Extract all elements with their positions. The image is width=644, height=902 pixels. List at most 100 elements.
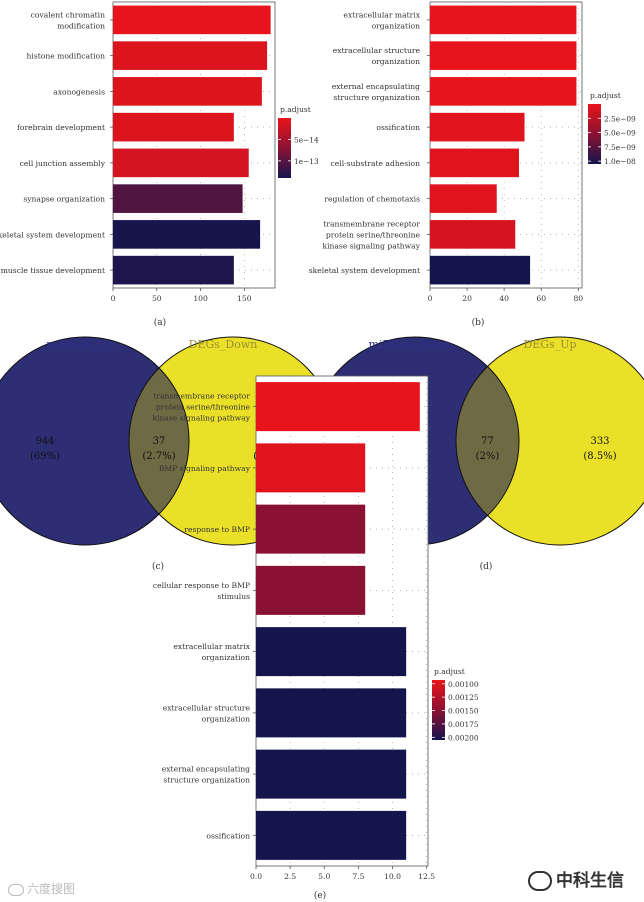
watermark-left-icon bbox=[8, 883, 24, 896]
y-tick-label-line: skeletal system development bbox=[0, 230, 105, 239]
y-tick-label-line: organization bbox=[202, 714, 250, 723]
legend-tick-label: 5e−14 bbox=[294, 135, 319, 144]
y-tick-label: response to BMP bbox=[184, 525, 250, 534]
venn-overlap-count: 37 bbox=[153, 436, 166, 447]
y-tick-label: transmembrane receptor protein serine/thr… bbox=[152, 392, 250, 423]
bar bbox=[430, 77, 577, 106]
bar bbox=[113, 184, 243, 213]
y-tick-label-line: histone modification bbox=[27, 52, 106, 61]
x-tick-label: 7.5 bbox=[352, 872, 364, 881]
y-tick-label: covalent chromatin modification bbox=[31, 10, 105, 30]
y-tick-label: forebrain development bbox=[17, 123, 105, 132]
venn-overlap-count: 77 bbox=[481, 436, 494, 447]
venn-set-left-name: miRNAs_Up bbox=[46, 338, 113, 351]
y-tick-label: ossification bbox=[376, 123, 420, 132]
y-tick-label: skeletal system development bbox=[309, 266, 420, 275]
x-tick-label: 80 bbox=[573, 294, 583, 303]
bar bbox=[430, 41, 577, 70]
x-tick-label: 0 bbox=[111, 294, 116, 303]
y-tick-label-line: skeletal system development bbox=[309, 266, 420, 275]
legend-tick-label: 1e−13 bbox=[294, 157, 319, 166]
bar bbox=[256, 382, 420, 432]
y-tick-label-line: cell-substrate adhesion bbox=[331, 159, 421, 168]
y-tick-label: synapse organization bbox=[23, 195, 105, 204]
watermark-left: 六度搜图 bbox=[8, 880, 75, 897]
y-tick-label: BMP signaling pathway bbox=[159, 464, 251, 473]
bar bbox=[256, 688, 407, 738]
y-tick-label-line: extracellular matrix bbox=[343, 10, 420, 19]
y-tick-label: extracellular matrix organization bbox=[343, 10, 420, 30]
bar bbox=[113, 148, 249, 178]
legend-title: p.adjust bbox=[434, 667, 465, 676]
venn-left-count: 944 bbox=[35, 436, 54, 447]
legend-tick-label: 0.00100 bbox=[448, 680, 479, 689]
x-tick-label: 12.5 bbox=[418, 872, 435, 881]
y-tick-label-line: muscle tissue development bbox=[1, 266, 105, 275]
bar bbox=[256, 749, 407, 799]
wechat-icon bbox=[528, 871, 552, 891]
panel-a-bar-chart: covalent chromatin modification histone mo… bbox=[0, 1, 319, 328]
bar bbox=[113, 5, 271, 35]
legend-colorbar bbox=[278, 118, 291, 178]
y-tick-label-line: organization bbox=[202, 653, 250, 662]
legend-colorbar bbox=[432, 680, 445, 740]
y-tick-label-line: extracellular structure bbox=[333, 46, 421, 55]
y-tick-label-line: kinase signaling pathway bbox=[152, 414, 250, 423]
panel-caption: (a) bbox=[154, 317, 166, 328]
bar bbox=[430, 112, 525, 142]
venn-set-right-name: DEGs_Down bbox=[189, 338, 258, 351]
y-tick-label-line: regulation of chemotaxis bbox=[324, 195, 420, 204]
bar bbox=[256, 443, 366, 493]
bar bbox=[430, 184, 497, 213]
y-tick-label: histone modification bbox=[27, 52, 106, 61]
y-tick-label-line: external encapsulating bbox=[162, 765, 250, 774]
legend-tick-label: 0.00200 bbox=[448, 733, 479, 742]
y-tick-label: muscle tissue development bbox=[1, 266, 105, 275]
y-tick-label-line: organization bbox=[372, 21, 420, 30]
legend-tick-label: 1.0e−08 bbox=[604, 157, 636, 166]
legend-title: p.adjust bbox=[590, 91, 621, 100]
y-tick-label-line: stimulus bbox=[217, 592, 250, 601]
venn-outline-right bbox=[455, 336, 644, 546]
y-tick-label: regulation of chemotaxis bbox=[324, 195, 420, 204]
y-tick-label-line: BMP signaling pathway bbox=[159, 464, 251, 473]
legend-tick-label: 0.00125 bbox=[448, 693, 479, 702]
y-tick-label: extracellular structure organization bbox=[163, 703, 251, 723]
bar bbox=[113, 220, 261, 249]
y-tick-label-line: response to BMP bbox=[184, 525, 250, 534]
venn-right-pct: (8.5%) bbox=[583, 451, 616, 462]
x-tick-label: 100 bbox=[193, 294, 208, 303]
panel-caption: (c) bbox=[152, 561, 164, 572]
panel-caption: (b) bbox=[472, 317, 485, 328]
y-tick-label: extracellular matrix organization bbox=[173, 642, 250, 662]
panel-e-bar-chart: transmembrane receptor protein serine/thr… bbox=[152, 375, 479, 901]
y-tick-label-line: protein serine/threonine bbox=[326, 230, 421, 239]
y-tick-label-line: ossification bbox=[206, 831, 250, 840]
y-tick-label: ossification bbox=[206, 831, 250, 840]
y-tick-label: external encapsulating structure organiza… bbox=[332, 82, 420, 102]
legend-tick-label: 0.00175 bbox=[448, 720, 479, 729]
y-tick-label-line: forebrain development bbox=[17, 123, 105, 132]
y-tick-label-line: external encapsulating bbox=[332, 82, 420, 91]
x-tick-label: 0.0 bbox=[250, 872, 262, 881]
watermark-left-text: 六度搜图 bbox=[27, 882, 76, 896]
x-tick-label: 150 bbox=[237, 294, 252, 303]
x-tick-label: 5.0 bbox=[318, 872, 330, 881]
bar bbox=[430, 148, 519, 178]
venn-overlap-pct: (2%) bbox=[476, 451, 500, 462]
venn-outline-left bbox=[0, 336, 190, 546]
watermark-right: 中科生信 bbox=[528, 866, 624, 891]
y-tick-label-line: synapse organization bbox=[23, 195, 105, 204]
y-tick-label: cellular response to BMP stimulus bbox=[153, 581, 250, 601]
bar bbox=[256, 627, 407, 677]
venn-overlap-pct: (2.7%) bbox=[142, 451, 175, 462]
bar bbox=[256, 810, 407, 860]
y-tick-label-line: transmembrane receptor bbox=[153, 392, 250, 401]
y-tick-label-line: modification bbox=[57, 21, 105, 30]
bar bbox=[256, 565, 366, 615]
y-tick-label-line: extracellular structure bbox=[163, 703, 251, 712]
y-tick-label-line: covalent chromatin bbox=[31, 10, 105, 19]
y-tick-label-line: transmembrane receptor bbox=[323, 219, 420, 228]
x-tick-label: 40 bbox=[499, 294, 509, 303]
y-tick-label: transmembrane receptor protein serine/thr… bbox=[322, 219, 420, 250]
